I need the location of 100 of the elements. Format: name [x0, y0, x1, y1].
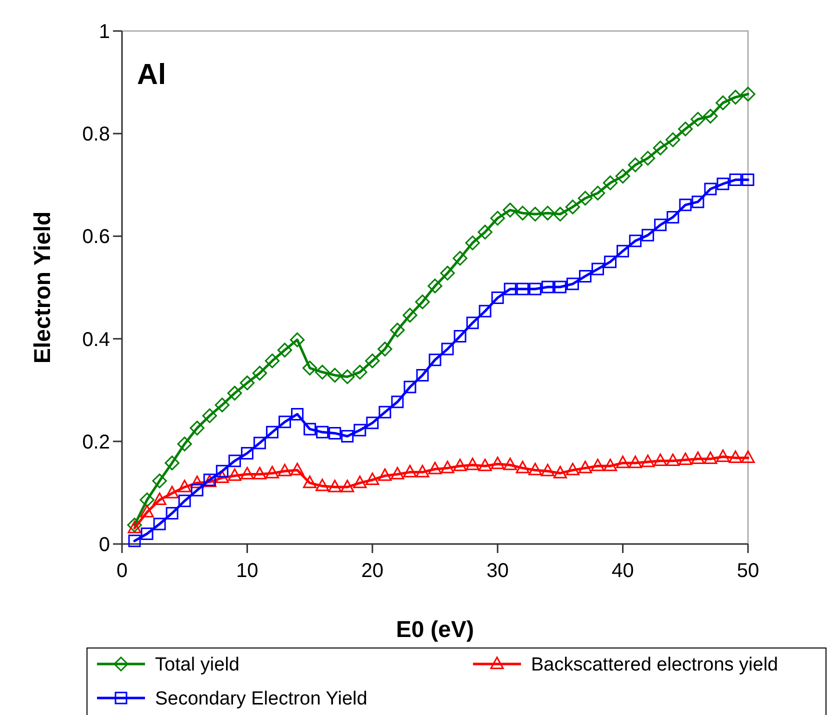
point [341, 430, 354, 443]
y-tick-label: 1 [98, 21, 110, 43]
point [264, 354, 280, 368]
point [166, 506, 178, 520]
point [728, 90, 743, 105]
point [628, 456, 642, 468]
point [328, 480, 342, 492]
point [491, 292, 504, 304]
point [328, 426, 342, 440]
legend-label: Secondary Electron Yield [155, 688, 368, 710]
point [378, 468, 392, 481]
point [391, 396, 404, 408]
point [503, 458, 517, 470]
point [616, 456, 630, 468]
point [528, 282, 542, 296]
point [454, 330, 466, 342]
point [228, 468, 242, 481]
point [340, 480, 354, 492]
x-tick-label: 0 [116, 560, 128, 582]
point [704, 451, 718, 464]
point [565, 200, 580, 214]
point [692, 196, 704, 208]
point [566, 462, 580, 476]
point [478, 458, 492, 472]
point [303, 476, 317, 488]
x-axis-title: E0 (eV) [396, 616, 474, 642]
point [516, 460, 530, 474]
point [403, 464, 417, 478]
x-tick-label: 20 [361, 560, 384, 582]
legend-label: Backscattered electrons yield [531, 654, 778, 676]
point [741, 450, 755, 463]
point [378, 406, 392, 418]
point [327, 368, 342, 383]
point [202, 408, 217, 424]
point [252, 366, 268, 381]
point [540, 464, 554, 476]
point [641, 454, 655, 468]
point [742, 174, 754, 186]
point [704, 182, 717, 196]
point [716, 178, 730, 190]
point [703, 108, 718, 124]
point [365, 354, 380, 368]
point [515, 206, 530, 220]
point [466, 316, 479, 330]
point [578, 190, 593, 206]
point [404, 380, 416, 394]
point [616, 244, 630, 258]
x-tick-label: 50 [736, 560, 760, 582]
point [416, 368, 429, 382]
point [390, 322, 405, 338]
point [502, 202, 518, 218]
point [465, 236, 480, 250]
point [440, 266, 455, 280]
point [240, 376, 255, 390]
point [354, 424, 366, 436]
point [728, 450, 742, 463]
point [615, 168, 630, 184]
point [390, 466, 404, 480]
point [578, 270, 592, 282]
point [428, 462, 442, 474]
point [466, 458, 480, 470]
point [366, 416, 379, 430]
point [240, 446, 254, 460]
point [642, 228, 654, 242]
point [227, 386, 242, 401]
point [440, 460, 454, 474]
point [165, 486, 179, 498]
y-axis-title: Electron Yield [29, 211, 55, 364]
point [540, 206, 556, 220]
point [366, 472, 380, 486]
annotation: Al [137, 59, 166, 91]
point [352, 364, 368, 380]
point [428, 278, 442, 294]
point [304, 422, 316, 436]
point [278, 416, 292, 428]
point [215, 470, 229, 483]
point [453, 458, 467, 472]
point [590, 458, 605, 472]
x-tick-label: 10 [236, 560, 258, 582]
point [164, 456, 180, 470]
point [678, 122, 693, 136]
point [214, 398, 230, 412]
point [290, 462, 304, 476]
point [152, 492, 166, 506]
point [252, 466, 267, 480]
point [602, 176, 618, 190]
point [629, 234, 642, 248]
point [716, 449, 730, 462]
point [452, 250, 468, 266]
point [140, 527, 154, 540]
point [152, 474, 167, 488]
point [402, 308, 418, 323]
point [490, 210, 505, 226]
point [666, 132, 680, 148]
point [566, 278, 579, 290]
y-tick-label: 0 [98, 534, 110, 556]
point [216, 464, 228, 478]
point [516, 282, 529, 296]
point [604, 256, 617, 268]
point [666, 454, 680, 466]
